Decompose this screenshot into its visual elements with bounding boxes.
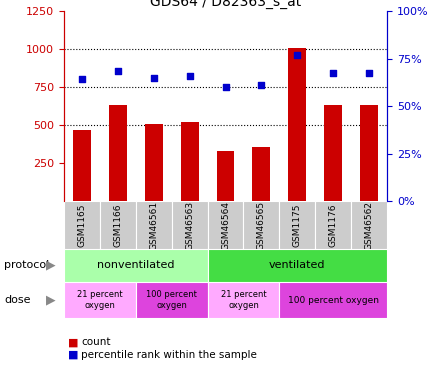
Title: GDS64 / D82363_s_at: GDS64 / D82363_s_at — [150, 0, 301, 8]
Bar — [208, 249, 387, 282]
Bar — [208, 282, 279, 318]
Text: ■: ■ — [68, 337, 79, 347]
Text: nonventilated: nonventilated — [97, 260, 174, 270]
Bar — [279, 282, 387, 318]
Text: ventilated: ventilated — [269, 260, 326, 270]
Text: ■: ■ — [68, 350, 79, 360]
Text: percentile rank within the sample: percentile rank within the sample — [81, 350, 257, 360]
Text: GSM1165: GSM1165 — [77, 203, 86, 247]
Bar — [279, 201, 315, 249]
Point — [366, 70, 373, 75]
Text: 21 percent
oxygen: 21 percent oxygen — [220, 290, 266, 310]
Bar — [180, 122, 198, 201]
Bar — [100, 201, 136, 249]
Point — [150, 75, 157, 81]
Bar — [288, 48, 306, 201]
Text: 100 percent oxygen: 100 percent oxygen — [288, 296, 379, 305]
Bar — [324, 105, 342, 201]
Bar — [172, 201, 208, 249]
Bar — [136, 201, 172, 249]
Point — [330, 71, 337, 76]
Text: ▶: ▶ — [46, 294, 55, 307]
Text: GSM46561: GSM46561 — [149, 201, 158, 250]
Text: GSM46565: GSM46565 — [257, 201, 266, 250]
Text: GSM46563: GSM46563 — [185, 201, 194, 250]
Bar — [208, 201, 243, 249]
Point — [114, 68, 121, 74]
Text: 21 percent
oxygen: 21 percent oxygen — [77, 290, 123, 310]
Bar — [351, 201, 387, 249]
Text: 100 percent
oxygen: 100 percent oxygen — [146, 290, 197, 310]
Text: count: count — [81, 337, 111, 347]
Bar — [145, 124, 163, 201]
Text: GSM1176: GSM1176 — [329, 203, 338, 247]
Bar — [64, 201, 100, 249]
Bar — [64, 249, 208, 282]
Point — [186, 73, 193, 79]
Text: ▶: ▶ — [46, 259, 55, 272]
Bar — [136, 282, 208, 318]
Text: GSM46564: GSM46564 — [221, 201, 230, 250]
Text: GSM46562: GSM46562 — [365, 201, 374, 250]
Point — [258, 82, 265, 88]
Bar — [253, 147, 271, 201]
Point — [222, 84, 229, 90]
Bar — [73, 130, 91, 201]
Bar — [315, 201, 351, 249]
Text: GSM1166: GSM1166 — [113, 203, 122, 247]
Text: dose: dose — [4, 295, 31, 305]
Point — [294, 52, 301, 58]
Text: protocol: protocol — [4, 260, 50, 270]
Bar — [360, 105, 378, 201]
Bar — [64, 282, 136, 318]
Text: GSM1175: GSM1175 — [293, 203, 302, 247]
Bar — [216, 151, 235, 201]
Bar — [243, 201, 279, 249]
Point — [78, 76, 85, 82]
Bar — [109, 105, 127, 201]
